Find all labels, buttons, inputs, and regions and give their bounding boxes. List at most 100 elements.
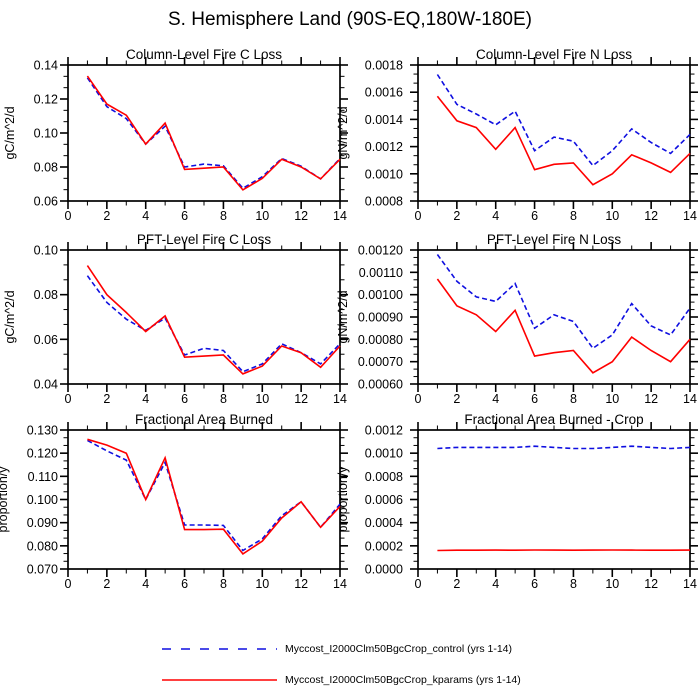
panel-title: Fractional Area Burned - Crop (464, 412, 643, 427)
legend-entry-kparams: Myccost_I2000Clm50BgcCrop_kparams (yrs 1… (162, 664, 521, 695)
x-tick-label: 2 (103, 392, 110, 406)
x-tick-label: 10 (255, 209, 269, 223)
series-kparams (436, 95, 691, 186)
panel-fractional-area-burned: 0 2 4 6 8 10 12 14 0.070 0.080 0.090 0.100 0.110 0.12… (0, 412, 348, 591)
x-tick-label: 6 (531, 577, 538, 591)
x-tick-label: 6 (531, 392, 538, 406)
x-tick-label: 10 (605, 577, 619, 591)
y-tick-label: 0.14 (34, 59, 58, 73)
series-control (87, 439, 341, 552)
x-tick-label: 4 (492, 209, 499, 223)
x-tick-label: 14 (333, 577, 347, 591)
x-tick-label: 6 (181, 577, 188, 591)
main-title: S. Hemisphere Land (90S-EQ,180W-180E) (168, 9, 532, 30)
x-tick-label: 4 (492, 577, 499, 591)
x-tick-label: 12 (644, 577, 658, 591)
series-control (437, 445, 691, 450)
y-tick-label: 0.0012 (365, 424, 403, 438)
panel-title: PFT-Level Fire N Loss (487, 232, 622, 247)
y-tick-label: 0.12 (34, 93, 58, 107)
x-tick-label: 0 (415, 577, 422, 591)
y-tick-label: 0.080 (27, 539, 58, 553)
x-tick-label: 2 (103, 577, 110, 591)
y-tick-label: 0.110 (28, 470, 58, 484)
y-tick-label: 0.0010 (365, 167, 403, 181)
panel-title: Fractional Area Burned (135, 412, 273, 427)
panel-column-fire-n-loss: 0 2 4 6 8 10 12 14 0.0008 0.0010 0.0012 0.0014 0.001… (336, 47, 698, 223)
x-tick-label: 14 (333, 209, 347, 223)
y-tick-label: 0.0018 (365, 59, 403, 73)
x-tick-label: 12 (294, 392, 308, 406)
y-axis-label: gN/m^2/d (336, 106, 350, 159)
x-tick-label: 2 (453, 209, 460, 223)
series-control (436, 74, 691, 167)
x-tick-label: 12 (644, 392, 658, 406)
x-tick-label: 2 (453, 392, 460, 406)
y-tick-label: 0.00120 (358, 244, 403, 258)
y-tick-label: 0.00090 (358, 311, 403, 325)
x-tick-label: 8 (570, 209, 577, 223)
x-tick-label: 0 (65, 392, 72, 406)
x-tick-label: 10 (255, 577, 269, 591)
y-axis-label: proportion/y (0, 466, 10, 533)
y-tick-label: 0.10 (34, 127, 58, 141)
y-axis-label: gC/m^2/d (3, 106, 17, 159)
y-tick-label: 0.0008 (365, 470, 403, 484)
x-tick-label: 12 (644, 209, 658, 223)
x-tick-label: 10 (605, 209, 619, 223)
y-axis-label: gN/m^2/d (336, 290, 350, 343)
y-tick-label: 0.0016 (365, 86, 403, 100)
x-tick-label: 8 (220, 392, 227, 406)
series-kparams (86, 265, 341, 375)
panel-pft-fire-c-loss: 0 2 4 6 8 10 12 14 0.04 0.06 0.08 0.10 PFT-Level Fir… (3, 232, 348, 406)
x-tick-label: 14 (333, 392, 347, 406)
series-control (86, 77, 341, 190)
solid-line-icon (162, 678, 277, 681)
series-kparams (437, 549, 691, 552)
x-tick-label: 6 (181, 392, 188, 406)
x-tick-label: 14 (683, 577, 697, 591)
x-tick-label: 12 (294, 209, 308, 223)
y-tick-label: 0.0004 (365, 516, 403, 530)
panel-title: PFT-Level Fire C Loss (137, 232, 272, 247)
x-tick-label: 10 (605, 392, 619, 406)
x-tick-label: 8 (570, 392, 577, 406)
y-tick-label: 0.00060 (358, 378, 403, 392)
y-tick-label: 0.00080 (358, 333, 403, 347)
x-tick-label: 8 (570, 577, 577, 591)
series-kparams (86, 75, 341, 191)
y-tick-label: 0.00110 (359, 266, 403, 280)
plot-frame (417, 429, 691, 570)
plots-canvas: 0 2 4 6 8 10 12 14 0.06 0.08 0.10 0.12 0.14 Column-Le… (0, 47, 698, 591)
y-tick-label: 0.06 (34, 333, 58, 347)
panel-title: Column-Level Fire C Loss (126, 47, 282, 62)
x-tick-label: 4 (492, 392, 499, 406)
y-tick-label: 0.0006 (365, 493, 403, 507)
dashed-line-icon (162, 647, 277, 650)
series-kparams (87, 438, 341, 555)
series-kparams (436, 278, 691, 374)
y-tick-label: 0.0000 (365, 563, 403, 577)
series-control (436, 254, 691, 350)
plot-frame (67, 64, 341, 202)
panel-title: Column-Level Fire N Loss (476, 47, 632, 62)
x-tick-label: 0 (65, 577, 72, 591)
y-tick-label: 0.08 (34, 161, 58, 175)
y-tick-label: 0.10 (34, 244, 58, 258)
y-tick-label: 0.00070 (358, 355, 403, 369)
y-axis-label: proportion/y (336, 466, 350, 533)
x-tick-label: 2 (103, 209, 110, 223)
y-tick-label: 0.090 (27, 516, 58, 530)
x-tick-label: 6 (531, 209, 538, 223)
x-tick-label: 4 (142, 577, 149, 591)
plot-frame (67, 249, 341, 385)
x-tick-label: 8 (220, 209, 227, 223)
legend-label-control: Myccost_I2000Clm50BgcCrop_control (yrs 1… (285, 642, 513, 655)
x-tick-label: 14 (683, 209, 697, 223)
x-tick-label: 0 (415, 392, 422, 406)
plot-frame (417, 64, 691, 202)
y-axis-label: gC/m^2/d (3, 290, 17, 343)
x-tick-label: 12 (294, 577, 308, 591)
legend-entry-control: Myccost_I2000Clm50BgcCrop_control (yrs 1… (162, 633, 521, 664)
